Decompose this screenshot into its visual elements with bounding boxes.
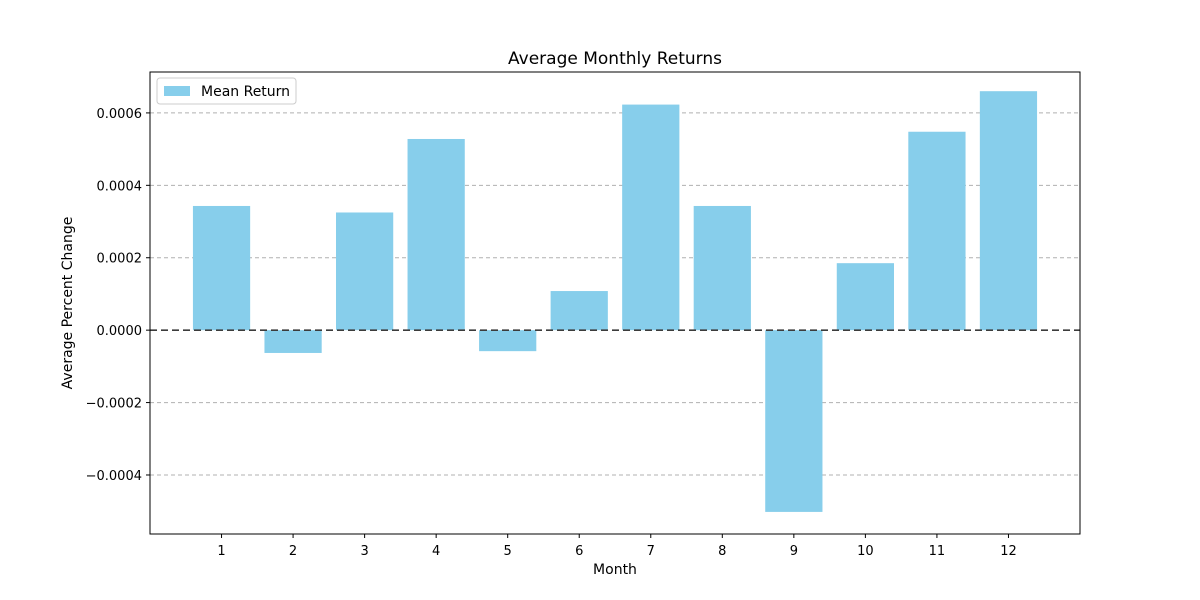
x-tick-label: 11 bbox=[929, 544, 946, 559]
x-tick-label: 1 bbox=[217, 544, 225, 559]
bar-month-2 bbox=[264, 330, 322, 353]
x-axis-label: Month bbox=[593, 562, 637, 578]
bar-month-1 bbox=[192, 205, 251, 331]
bar-month-9 bbox=[765, 330, 823, 512]
x-tick-label: 5 bbox=[504, 544, 512, 559]
bars bbox=[192, 91, 1038, 512]
legend-box bbox=[156, 77, 297, 105]
x-tick-label: 9 bbox=[790, 544, 798, 559]
legend-label: Mean Return bbox=[201, 84, 290, 100]
x-tick-label: 4 bbox=[432, 544, 440, 559]
bar-month-11 bbox=[908, 131, 966, 331]
x-tick-label: 8 bbox=[718, 544, 726, 559]
x-tick-label: 10 bbox=[857, 544, 874, 559]
x-tick-label: 12 bbox=[1000, 544, 1017, 559]
legend-swatch bbox=[164, 86, 190, 96]
bar-month-6 bbox=[550, 291, 608, 331]
bar-month-12 bbox=[979, 91, 1038, 331]
y-tick-label: 0.0004 bbox=[97, 179, 143, 194]
y-axis-label: Average Percent Change bbox=[60, 217, 76, 390]
x-tick-label: 2 bbox=[289, 544, 297, 559]
bar-month-4 bbox=[407, 138, 465, 331]
y-tick-label: 0.0006 bbox=[97, 107, 143, 122]
x-tick-label: 7 bbox=[647, 544, 655, 559]
bar-month-10 bbox=[836, 263, 894, 331]
chart-title: Average Monthly Returns bbox=[508, 49, 722, 69]
legend: Mean Return bbox=[156, 77, 297, 105]
y-tick-label: −0.0004 bbox=[86, 469, 142, 484]
bar-month-5 bbox=[479, 330, 537, 352]
bar-month-8 bbox=[693, 205, 751, 331]
bar-month-7 bbox=[622, 104, 680, 331]
x-tick-label: 3 bbox=[360, 544, 368, 559]
y-axis-ticks: −0.0004 −0.0002 0.0000 0.0002 0.0004 0.0006 bbox=[86, 107, 150, 484]
y-tick-label: 0.0000 bbox=[97, 324, 143, 339]
y-tick-label: −0.0002 bbox=[86, 397, 142, 412]
bar-month-3 bbox=[336, 212, 394, 331]
x-tick-label: 6 bbox=[575, 544, 583, 559]
x-axis-ticks: 1 2 3 4 5 6 7 8 9 10 11 12 bbox=[217, 534, 1017, 559]
grid-lines bbox=[150, 112, 1080, 476]
plot-frame bbox=[149, 71, 1081, 535]
y-tick-label: 0.0002 bbox=[97, 252, 143, 267]
